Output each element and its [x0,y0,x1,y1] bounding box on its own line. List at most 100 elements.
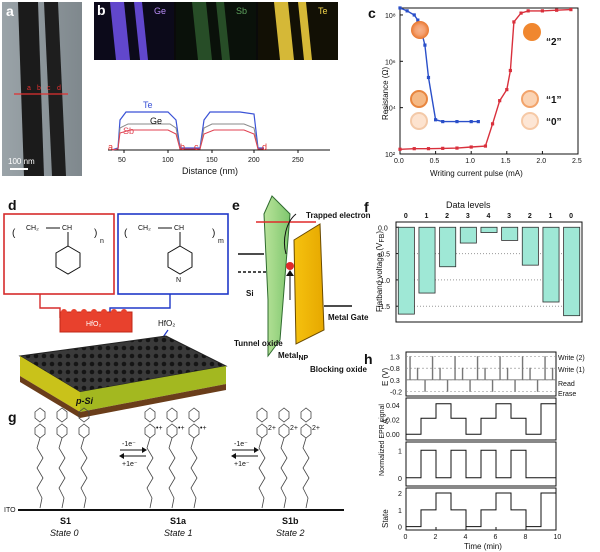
c-point-red [398,147,402,151]
f-bar-category: 3 [507,213,511,220]
h-e-y-label: E (V) [381,367,390,386]
profile-x-tick-label: 50 [118,157,126,164]
c-point-blue [398,6,402,10]
h-a-trace [406,403,556,435]
charge-label: 2+ [290,425,298,432]
profile-sb-label: Sb [123,126,134,136]
c-point-blue [412,13,416,17]
substrate-label: p-Si [75,396,93,406]
profile-x-tick-label: 250 [292,157,304,164]
linker-chain [58,437,66,509]
c-point-red [483,144,488,148]
panel-c-y-label: Resistance (Ω) [381,67,390,120]
h-epr-tick-label: 1 [398,448,402,455]
c-point-blue [426,75,431,80]
state-icon-right-mid [521,90,539,108]
h-a-y-label: A [381,418,390,424]
c-point-blue [423,43,427,47]
state-label-2: “2” [546,37,562,48]
h-e-tick-label: 0.3 [390,378,400,385]
charge-label: 2+ [268,425,276,432]
profile-marker-d: d [262,142,267,152]
profile-x-ticks: 50 100 150 200 250 [118,150,304,164]
charge-label: 2+ [312,425,320,432]
ttf-ring-top [256,407,268,423]
linker-chain [168,437,176,509]
c-point-red [555,8,559,12]
panel-e-label: e [232,197,240,213]
hfo2-label: HfO₂ [86,321,101,328]
svg-text:(: ( [124,228,128,239]
profile-marker-b: b [180,142,185,152]
c-point-blue [455,120,459,124]
state-label-0: “0” [546,117,562,128]
f-bar-category: 3 [466,213,470,220]
h-a-tick-label: 0.00 [386,432,400,439]
panel-g: g •+ •+ •+ 2+ 2+ 2+ ITO S1 State 0 S1a State … [4,407,344,538]
redox-minus-2: -1e⁻ [234,441,248,448]
c-point-red [469,145,473,149]
substrate-side-right [80,366,226,412]
profile-ge [111,123,264,151]
f-bar-category: 0 [569,213,573,220]
c-x-tick-label: 1.0 [465,158,475,165]
profile-ge-label: Ge [150,116,162,126]
s1b-label: S1b [282,516,299,526]
f-bar-category: 0 [404,213,408,220]
h-state-trace [406,492,556,528]
f-bar [521,226,539,266]
profile-x-label: Distance (nm) [182,166,238,176]
chem-ch2-b: CH₂ [138,225,151,232]
panel-c-x-label: Writing current pulse (mA) [430,169,523,178]
chem-ch2-a: CH₂ [26,225,39,232]
h-a-tick-label: 0.02 [386,418,400,425]
c-point-red [441,146,445,150]
ttf-ring-bottom [166,423,178,439]
profile-x-tick-label: 150 [206,157,218,164]
map-sb-label: Sb [236,6,247,16]
state-icon-left-top [411,21,429,39]
c-x-tick-label: 2.5 [572,158,582,165]
profile-te [111,111,264,151]
map-ge-label: Ge [154,6,166,16]
ttf-ring-top [56,407,68,423]
h-subplot-frame-1 [405,397,557,441]
charge-label: •+ [178,425,185,432]
f-bar [459,226,477,244]
c-point-red [569,8,573,12]
panel-c: 0.0 0.5 1.0 1.5 2.0 2.5 10² 10⁴ 10⁶ 10⁸ Resistanc… [368,5,582,178]
profile-te-label: Te [143,100,153,110]
charge-label: •+ [156,425,163,432]
panel-f-label: f [364,199,369,215]
panel-b: Ge Sb Te b Te Ge Sb a b c d 50 100 150 200 2… [94,2,338,176]
c-point-blue [405,9,409,13]
h-e-tick-label: 0.8 [390,366,400,373]
svg-text:): ) [212,228,215,239]
marker-c: c [47,85,51,92]
c-point-red [526,9,530,13]
trapped-label: Trapped electron [306,211,371,220]
c-point-blue [476,120,480,124]
c-point-blue [441,120,445,124]
ttf-ring-bottom [188,423,200,439]
molecule-groups: •+ •+ •+ 2+ 2+ 2+ [34,407,320,509]
panel-g-label: g [8,409,17,425]
h-x-tick-label: 2 [434,534,438,541]
panel-f-bars: 0 1 2 3 4 3 2 1 0 [397,213,581,317]
f-y-tick-label: -1.5 [378,304,390,311]
h-epr-tick-label: 0 [398,476,402,483]
s1a-label: S1a [170,516,187,526]
h-e-trace [406,356,556,392]
f-bar [480,226,498,233]
nanowire-left [18,2,44,176]
c-point-red [519,11,523,15]
ttf-ring-top [34,407,46,423]
h-state-tick-label: 0 [398,525,402,532]
ttf-ring-bottom [78,423,90,439]
c-point-blue [469,120,473,124]
ttf-ring-top [144,407,156,423]
ttf-ring-bottom [256,423,268,439]
profile-marker-c: c [194,142,199,152]
redox-minus-1: -1e⁻ [122,441,136,448]
state-icon-left-mid [410,90,428,108]
